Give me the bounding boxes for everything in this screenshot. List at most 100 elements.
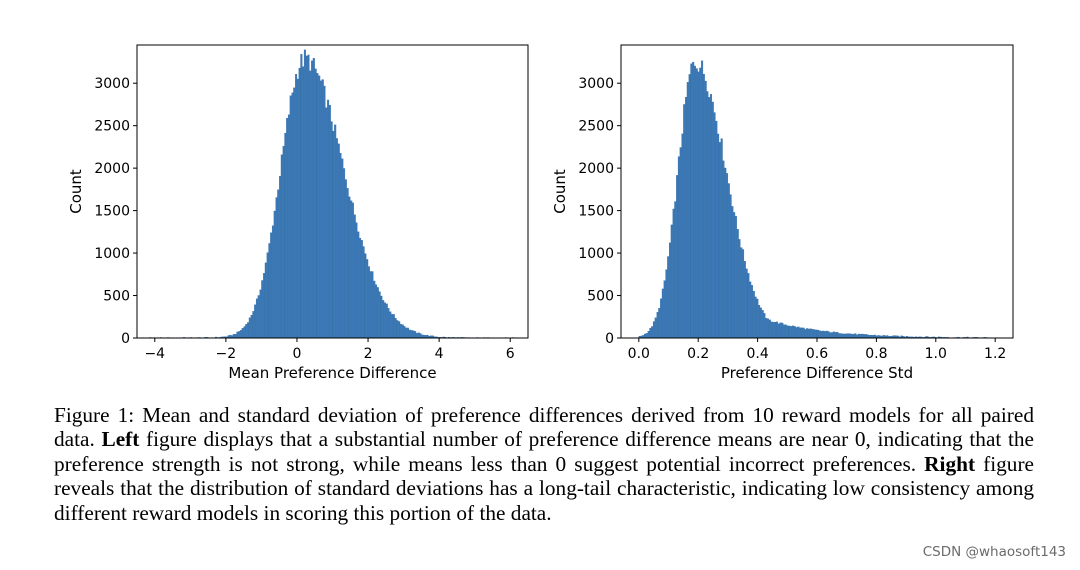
right-histogram-bar [740, 247, 743, 339]
right-histogram-bar [786, 325, 789, 339]
right-x-tick-label: 0.8 [865, 346, 887, 362]
right-histogram-bar [777, 323, 780, 339]
right-histogram-bar [699, 67, 702, 339]
left-histogram-bar [245, 324, 248, 339]
right-histogram-bar [663, 280, 666, 339]
right-histogram-bar [779, 322, 782, 339]
right-histogram-bar [724, 167, 727, 339]
right-histogram-bar [692, 62, 695, 339]
right-histogram-chart: 0.0 0.2 0.4 0.6 0.8 1.0 1.2 0 500 1000 1500 2000 250… [551, 44, 1014, 382]
right-histogram-bar [709, 94, 712, 339]
right-histogram-bar [763, 313, 766, 339]
left-histogram-bar [259, 289, 262, 339]
left-histogram-bar [405, 327, 408, 339]
left-histogram-bar [378, 291, 381, 339]
caption-text-5: suggest potential incorrect preferences. [566, 451, 925, 476]
right-histogram-bar [802, 327, 805, 339]
right-histogram-bar [775, 321, 778, 339]
right-histogram-bar [750, 285, 753, 339]
right-histogram-bar [676, 175, 679, 339]
caption-label: Figure 1: [54, 403, 143, 427]
left-histogram-bar [280, 154, 283, 339]
left-histogram-bar [287, 114, 290, 339]
left-histogram-bar [263, 273, 266, 339]
right-histogram-bar [770, 321, 773, 339]
right-histogram-bar [793, 326, 796, 339]
right-histogram-bar [738, 239, 741, 339]
left-histogram-bar [302, 66, 305, 339]
left-histogram-bar [254, 304, 257, 339]
right-histogram-bar [820, 330, 823, 339]
left-histogram-bar [243, 326, 246, 339]
right-histogram-bar [668, 242, 672, 339]
left-histogram-bar [277, 189, 280, 339]
left-histogram-bar [298, 67, 301, 339]
left-histogram-bar [396, 320, 399, 339]
left-histogram-bar [391, 314, 394, 339]
right-histogram-bar [731, 206, 734, 339]
right-histogram-bar [665, 269, 668, 339]
right-y-tick-label: 3000 [578, 76, 614, 92]
left-histogram-bar [414, 331, 417, 339]
left-y-tick-label: 0 [121, 331, 130, 347]
left-x-tick-label: 2 [364, 346, 373, 362]
right-histogram-bar [799, 327, 802, 339]
right-histogram-bar [727, 183, 730, 339]
left-y-tick-label: 2000 [94, 161, 130, 177]
left-histogram-bar [270, 232, 273, 339]
left-histogram-bar [257, 295, 260, 339]
right-histogram-bar [679, 147, 682, 339]
left-histogram-bar [403, 326, 406, 339]
left-histogram-bar [407, 327, 410, 339]
right-histogram-bars [638, 60, 996, 339]
right-histogram-bar [683, 104, 686, 339]
right-histogram-bar [825, 330, 828, 339]
right-histogram-bar [711, 101, 714, 339]
left-histogram-bar [314, 68, 317, 339]
left-histogram-bar [282, 146, 285, 339]
right-histogram-bar [674, 201, 677, 339]
left-x-tick-label: 6 [506, 346, 515, 362]
left-histogram-bar [334, 124, 337, 339]
left-histogram-bar [417, 332, 420, 339]
right-histogram-bar [695, 68, 698, 339]
right-histogram-bar [681, 133, 684, 339]
right-y-tick-label: 2500 [578, 119, 614, 135]
left-histogram-bar [248, 317, 251, 339]
left-y-tick-label: 2500 [94, 119, 130, 135]
left-histogram-bar [366, 259, 369, 339]
left-histogram-bar [359, 237, 362, 339]
left-histogram-bar [364, 253, 367, 339]
left-plot-frame [136, 44, 529, 339]
left-histogram-bar [238, 331, 241, 339]
right-histogram-bar [784, 324, 787, 339]
left-histogram-bar [419, 333, 422, 339]
right-histogram-bar [811, 329, 814, 339]
right-histogram-bar [766, 318, 770, 339]
left-histogram-bar [286, 117, 289, 339]
left-histogram-bar [369, 271, 372, 339]
right-histogram-bar [815, 329, 818, 339]
left-histogram-bar [325, 107, 328, 339]
right-histogram-bar [758, 305, 761, 339]
right-histogram-bar [759, 307, 762, 339]
left-histogram-bar [343, 168, 346, 339]
left-histogram-bar [273, 210, 276, 339]
right-histogram-bar [768, 319, 771, 339]
right-histogram-bar [747, 273, 750, 339]
right-histogram-bar [790, 326, 793, 339]
left-histogram-bar [255, 298, 258, 339]
right-histogram-bar [660, 298, 663, 339]
right-histogram-bar [672, 208, 675, 339]
right-x-tick-label: 0.2 [687, 346, 709, 362]
left-histogram-bar [236, 331, 239, 339]
left-histogram-bar [387, 308, 390, 339]
left-histogram-bar [296, 78, 299, 339]
right-histogram-bar [765, 318, 768, 339]
right-histogram-bar [745, 268, 748, 339]
left-y-tick-label: 500 [103, 289, 130, 305]
right-histogram-bar [795, 327, 798, 339]
left-histogram-bar [362, 246, 365, 339]
left-histogram-bar [344, 179, 347, 339]
caption-model-count: 10 [752, 403, 774, 427]
